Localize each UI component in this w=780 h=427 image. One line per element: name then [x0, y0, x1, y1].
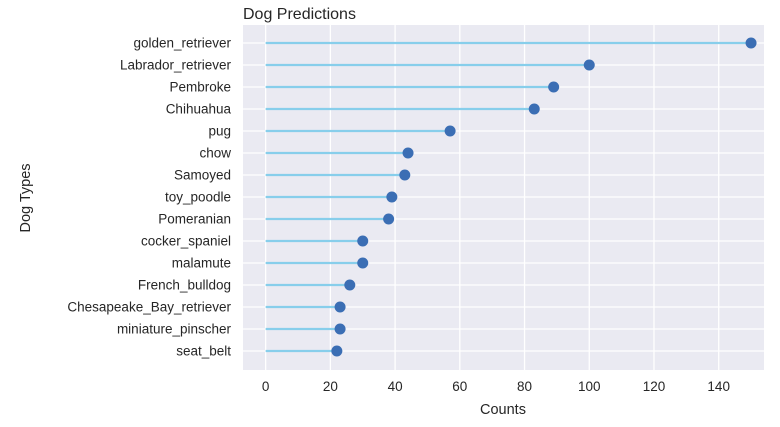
data-point [357, 257, 369, 269]
x-tick-labels: 0 20 40 60 80 100 120 140 [262, 379, 730, 394]
y-tick-labels: golden_retriever Labrador_retriever Pembro… [67, 36, 231, 359]
y-tick-label: cocker_spaniel [141, 234, 231, 249]
data-point [344, 279, 356, 291]
data-point [548, 81, 560, 93]
y-tick-label: Chesapeake_Bay_retriever [67, 300, 231, 315]
data-point [444, 125, 456, 137]
x-tick-label: 60 [452, 379, 467, 394]
y-tick-label: toy_poodle [165, 190, 231, 205]
data-point [528, 103, 540, 115]
data-point [402, 147, 414, 159]
data-point [334, 301, 346, 313]
data-point [399, 169, 411, 181]
x-tick-label: 20 [323, 379, 338, 394]
data-point [745, 37, 757, 49]
y-tick-label: pug [208, 124, 231, 139]
y-tick-label: Samoyed [174, 168, 231, 183]
y-tick-label: Chihuahua [166, 102, 232, 117]
chart-title: Dog Predictions [243, 6, 356, 23]
x-tick-label: 140 [707, 379, 730, 394]
y-tick-label: golden_retriever [133, 36, 231, 51]
x-tick-label: 100 [578, 379, 601, 394]
x-tick-label: 80 [517, 379, 532, 394]
y-tick-label: Labrador_retriever [120, 58, 232, 73]
data-point [357, 235, 369, 247]
data-point [331, 345, 343, 357]
y-tick-label: Pembroke [169, 80, 231, 95]
data-point [334, 323, 346, 335]
stems [265, 41, 752, 353]
data-point [386, 191, 398, 203]
y-axis-label: Dog Types [18, 163, 34, 232]
y-tick-label: French_bulldog [138, 278, 231, 293]
data-point [583, 59, 595, 71]
x-tick-label: 0 [262, 379, 270, 394]
x-tick-label: 120 [643, 379, 666, 394]
x-tick-label: 40 [388, 379, 403, 394]
data-point [383, 213, 395, 225]
y-tick-label: Pomeranian [158, 212, 231, 227]
y-tick-label: miniature_pinscher [117, 322, 232, 337]
markers [331, 37, 757, 357]
y-tick-label: seat_belt [176, 344, 231, 359]
y-tick-label: malamute [172, 256, 231, 271]
y-tick-label: chow [199, 146, 231, 161]
x-axis-label: Counts [480, 402, 526, 418]
